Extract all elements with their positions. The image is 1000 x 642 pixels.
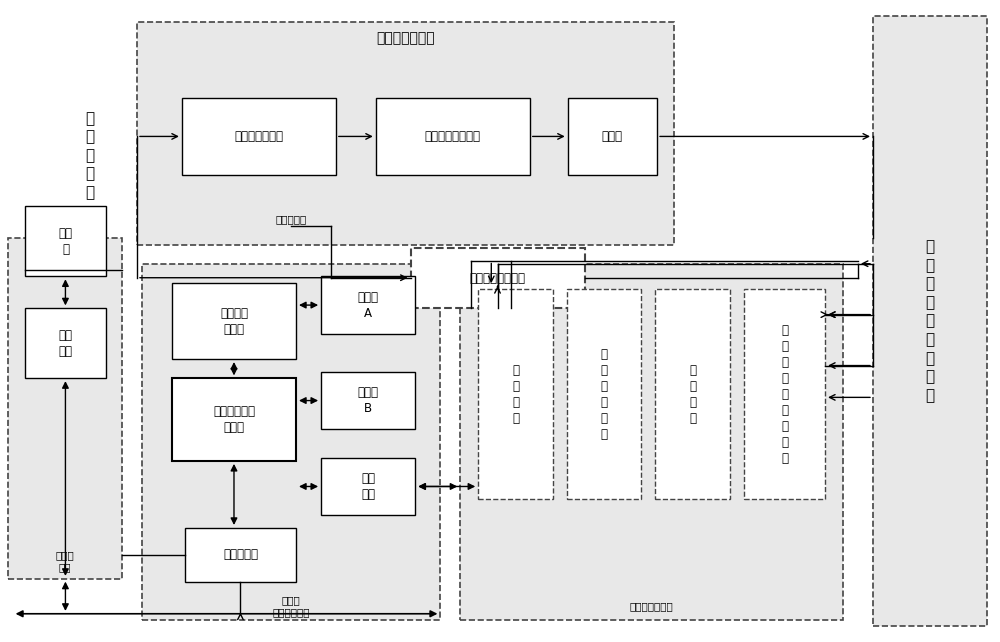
Text: 上位机
模块: 上位机 模块: [56, 550, 74, 572]
Text: 存储器
B: 存储器 B: [358, 386, 379, 415]
Text: 下
变
频
接
收
链
路
模
块: 下 变 频 接 收 链 路 模 块: [781, 324, 788, 465]
Text: 千兆以太网: 千兆以太网: [223, 548, 258, 561]
Text: 太赫兹接收模块: 太赫兹接收模块: [630, 601, 674, 611]
Bar: [376, 98, 530, 175]
Bar: [655, 289, 730, 499]
Text: 太赫兹内定标模块: 太赫兹内定标模块: [470, 272, 526, 284]
Bar: [567, 289, 641, 499]
Text: 太赫兹倍频链路: 太赫兹倍频链路: [234, 130, 283, 143]
Text: 中
频
信
号
源: 中 频 信 号 源: [86, 111, 95, 200]
Text: 太赫兹
信号处理模块: 太赫兹 信号处理模块: [272, 595, 310, 618]
Bar: [568, 98, 657, 175]
Text: 太赫兹发射模块: 太赫兹发射模块: [376, 31, 435, 45]
Text: 中频信号源: 中频信号源: [276, 214, 307, 224]
Text: 太
赫
兹
收
发
天
线
模
块: 太 赫 兹 收 发 天 线 模 块: [926, 239, 935, 403]
Bar: [873, 15, 987, 627]
Text: 显示
器: 显示 器: [58, 227, 72, 256]
Bar: [460, 264, 843, 620]
Text: 本
振
模
块: 本 振 模 块: [689, 363, 696, 425]
Bar: [25, 308, 106, 378]
Bar: [25, 207, 106, 277]
Bar: [321, 458, 415, 515]
Text: 数字信号
处理器: 数字信号 处理器: [220, 306, 248, 336]
Bar: [172, 283, 296, 359]
Bar: [321, 277, 415, 334]
Bar: [8, 238, 122, 578]
Text: 电脑
主板: 电脑 主板: [58, 329, 72, 358]
Bar: [182, 98, 336, 175]
Bar: [411, 248, 585, 308]
Bar: [478, 289, 553, 499]
Bar: [321, 372, 415, 429]
Bar: [172, 378, 296, 461]
Text: 二
次
中
频
模
块: 二 次 中 频 模 块: [600, 348, 607, 440]
Text: 现场可编程逻
辑器件: 现场可编程逻 辑器件: [213, 405, 255, 434]
Bar: [185, 528, 296, 582]
Text: 耦合器: 耦合器: [602, 130, 623, 143]
Text: 太赫兹功率放大器: 太赫兹功率放大器: [425, 130, 481, 143]
Text: 模数
转换: 模数 转换: [361, 472, 375, 501]
Bar: [137, 22, 674, 245]
Bar: [142, 264, 440, 620]
Text: 存储器
A: 存储器 A: [358, 291, 379, 320]
Bar: [744, 289, 825, 499]
Text: 参
考
模
块: 参 考 模 块: [512, 363, 519, 425]
